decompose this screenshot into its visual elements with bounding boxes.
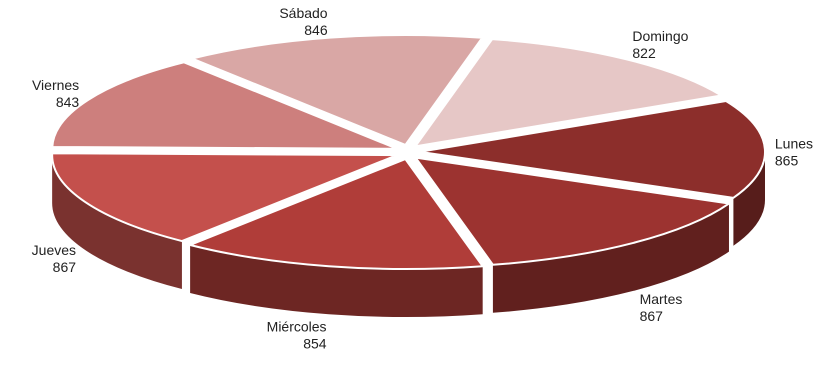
- slice-value-sabado: 846: [304, 22, 328, 38]
- slice-domingo: [413, 38, 725, 148]
- slice-label-domingo: Domingo: [632, 28, 688, 44]
- slice-jueves: [51, 152, 398, 243]
- pie-sides: [52, 151, 765, 318]
- slice-label-jueves: Jueves: [32, 242, 76, 258]
- slice-value-lunes: 865: [775, 153, 799, 169]
- slice-label-martes: Martes: [640, 291, 683, 307]
- pie-labels: Lunes865Martes867Miércoles854Jueves867Vi…: [32, 5, 813, 352]
- slice-label-viernes: Viernes: [32, 77, 79, 93]
- slice-label-lunes: Lunes: [775, 136, 813, 152]
- slice-value-jueves: 867: [53, 259, 77, 275]
- slice-martes: [413, 156, 732, 266]
- slice-sabado: [188, 33, 485, 147]
- slice-label-sabado: Sábado: [279, 5, 327, 21]
- slice-lunes: [419, 99, 766, 199]
- slice-side-jueves: [52, 155, 182, 290]
- slice-side-miercoles: [190, 244, 483, 318]
- slice-viernes: [51, 61, 398, 150]
- slice-miercoles: [186, 157, 485, 271]
- slice-value-martes: 867: [640, 308, 664, 324]
- slice-side-martes: [492, 203, 729, 313]
- pie-tops: [51, 33, 766, 271]
- slice-value-domingo: 822: [632, 45, 656, 61]
- slice-value-miercoles: 854: [303, 336, 327, 352]
- slice-label-miercoles: Miércoles: [267, 319, 327, 335]
- slice-value-viernes: 843: [56, 94, 80, 110]
